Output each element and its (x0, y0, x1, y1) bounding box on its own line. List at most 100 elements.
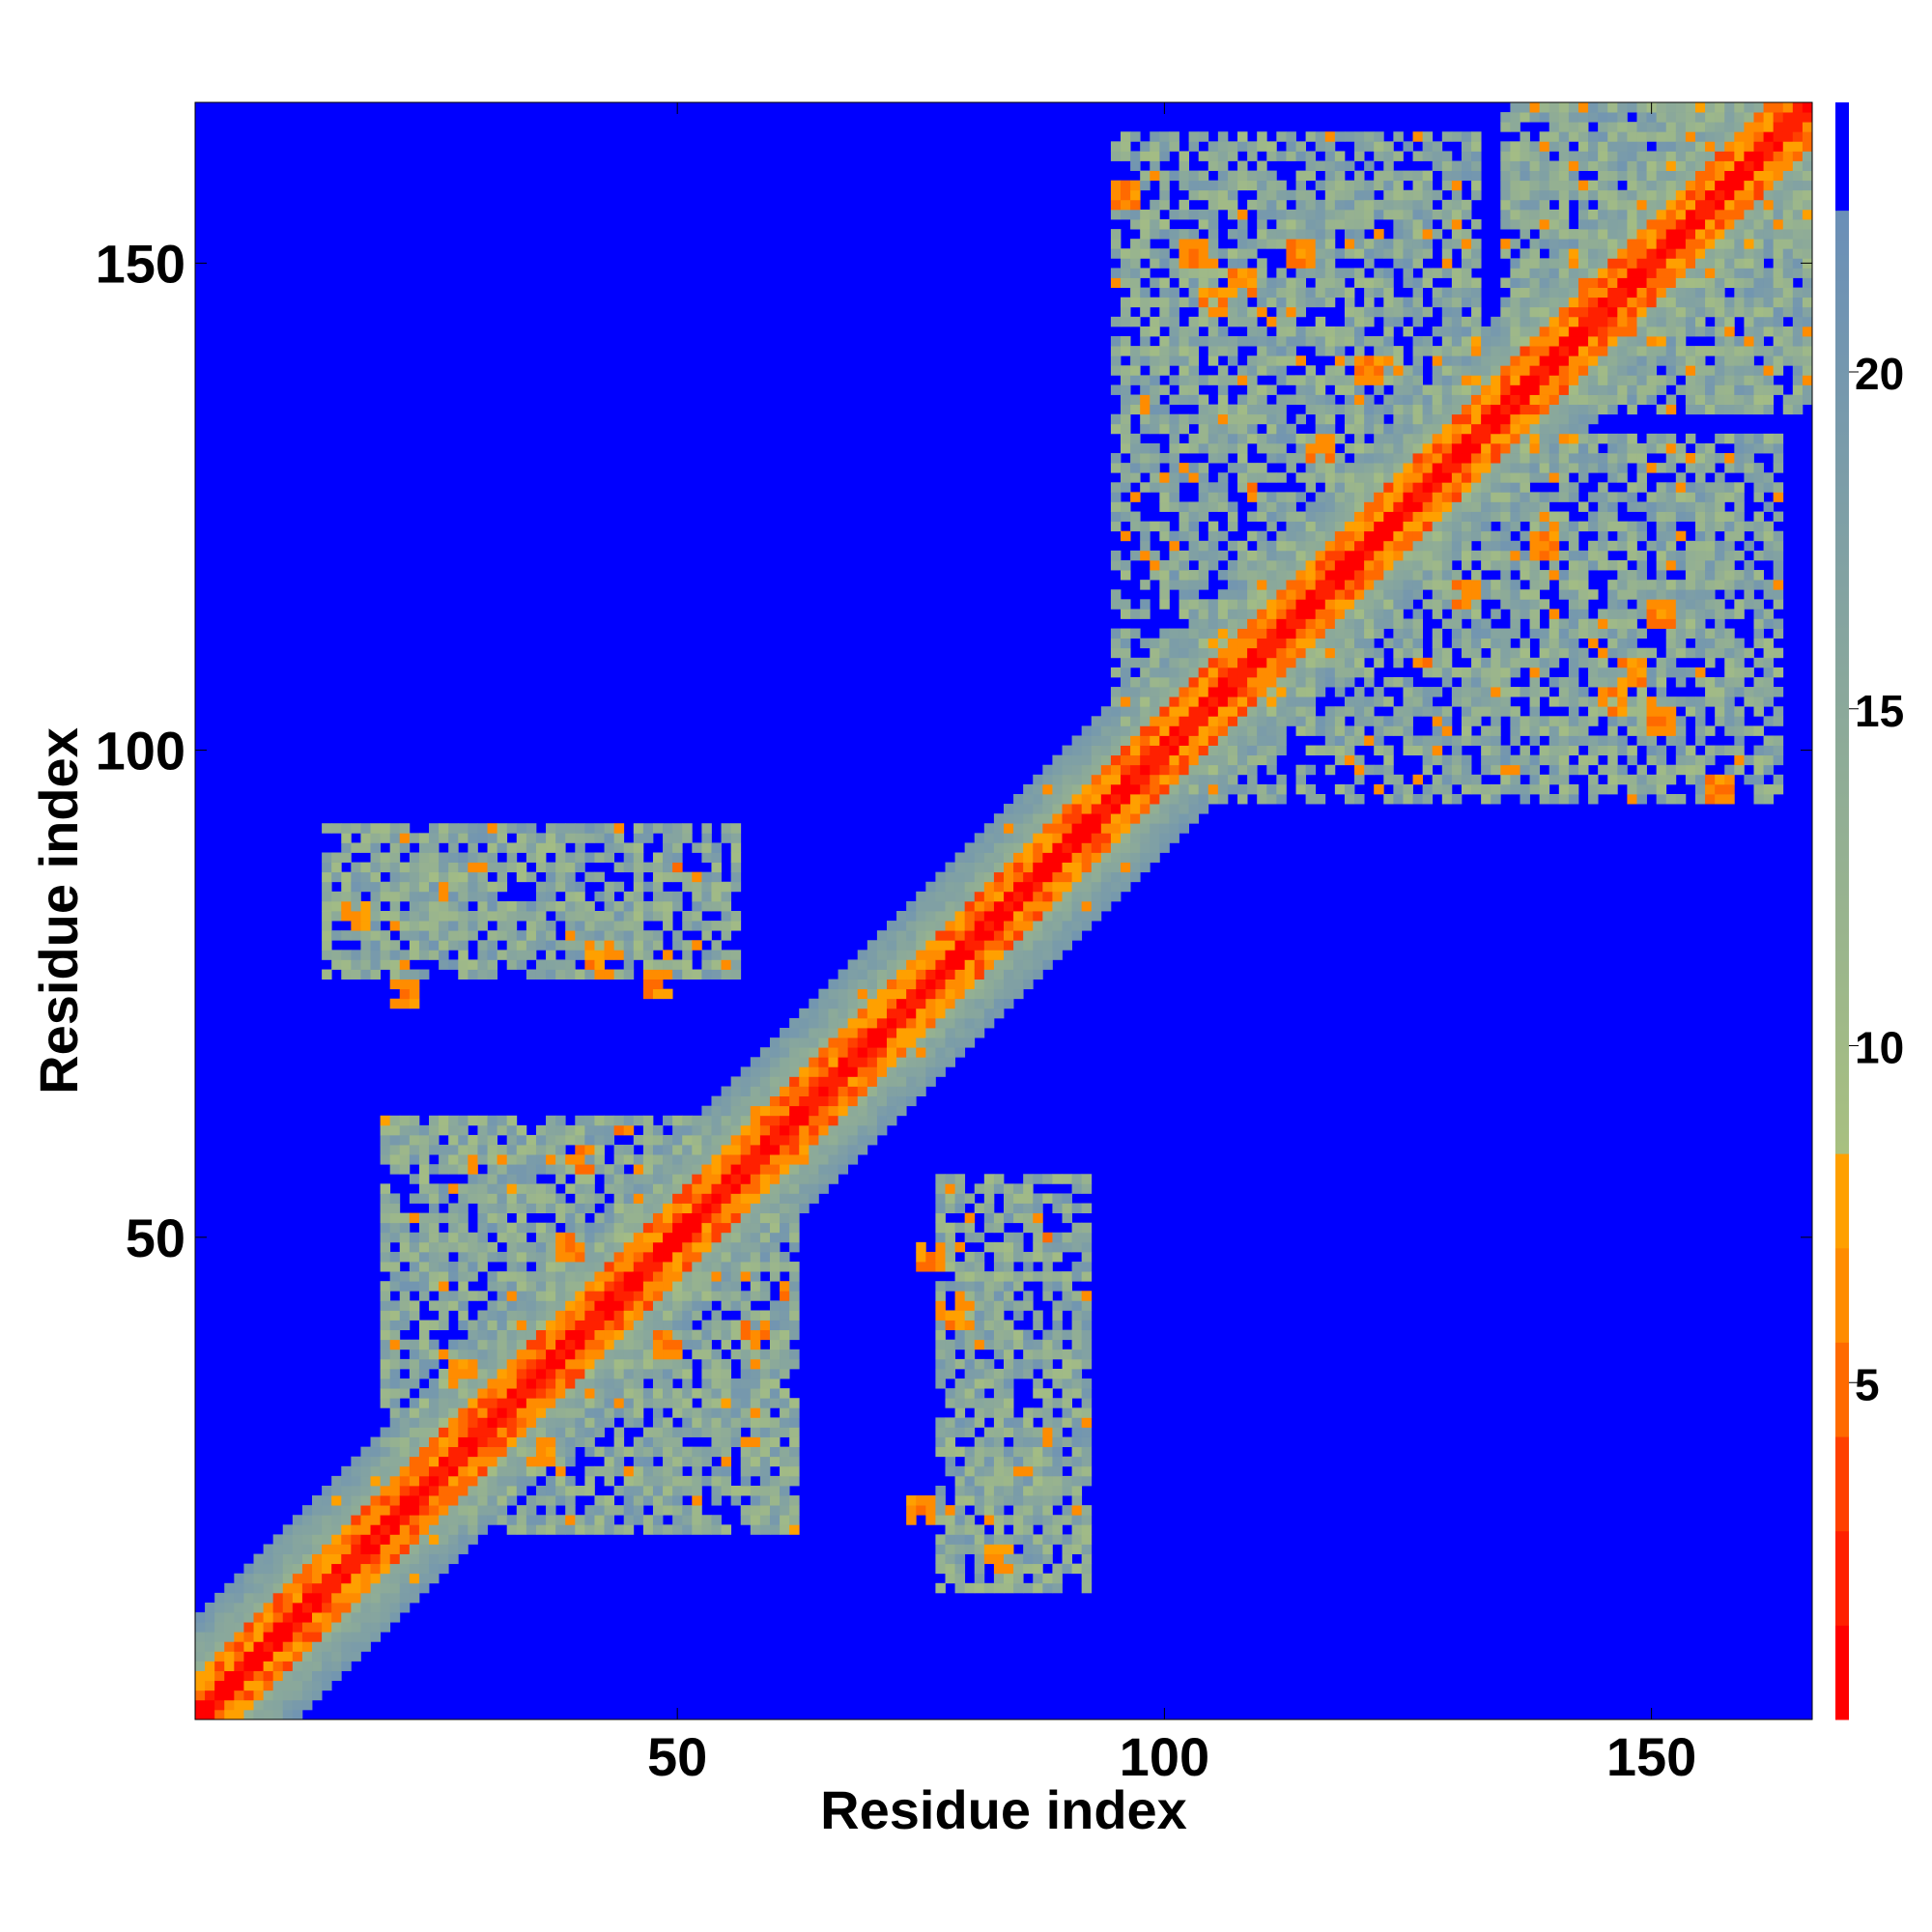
heatmap-cell (1062, 1553, 1072, 1565)
heatmap-cell (351, 1563, 361, 1575)
heatmap-cell (1130, 375, 1141, 385)
heatmap-cell (818, 1076, 829, 1087)
heatmap-cell (468, 1436, 478, 1448)
heatmap-cell (497, 950, 508, 960)
heatmap-cell (292, 1661, 303, 1671)
heatmap-cell (672, 1485, 683, 1496)
heatmap-cell (633, 940, 644, 951)
heatmap-cell (1121, 530, 1131, 542)
heatmap-cell (312, 1661, 323, 1671)
heatmap-cell (341, 871, 352, 883)
heatmap-cell (663, 1320, 673, 1331)
heatmap-cell (565, 871, 576, 883)
heatmap-cell (1013, 979, 1024, 990)
heatmap-cell (780, 1134, 790, 1146)
heatmap-cell (1247, 609, 1258, 619)
heatmap-cell (1266, 589, 1277, 600)
heatmap-cell (380, 1154, 391, 1165)
heatmap-cell (867, 1057, 878, 1067)
heatmap-cell (575, 969, 585, 980)
heatmap-cell (818, 1174, 829, 1184)
heatmap-cell (594, 1164, 605, 1175)
heatmap-cell (399, 1134, 411, 1146)
heatmap-cell (1237, 570, 1248, 581)
heatmap-cell (1062, 1417, 1072, 1428)
heatmap-cell (1150, 754, 1160, 766)
heatmap-cell (954, 959, 966, 970)
heatmap-cell (1208, 413, 1219, 425)
heatmap-cell (1033, 1320, 1043, 1331)
heatmap-cell (1266, 667, 1277, 678)
heatmap-cell (331, 930, 342, 941)
heatmap-cell (1071, 764, 1083, 776)
heatmap-cell (497, 862, 508, 873)
heatmap-cell (1208, 239, 1219, 249)
heatmap-cell (954, 1465, 966, 1477)
heatmap-cell (1013, 1485, 1024, 1496)
heatmap-cell (935, 988, 946, 1000)
heatmap-cell (389, 1222, 401, 1234)
heatmap-cell (633, 833, 644, 843)
heatmap-cell (584, 1427, 595, 1437)
heatmap-cell (1188, 326, 1200, 337)
heatmap-cell (847, 1028, 859, 1038)
heatmap-cell (604, 1505, 615, 1516)
heatmap-cell (974, 1251, 985, 1263)
heatmap-cell (993, 1475, 1005, 1487)
heatmap-cell (506, 1281, 518, 1292)
heatmap-cell (409, 1592, 420, 1604)
heatmap-cell (341, 833, 352, 843)
heatmap-cell (925, 921, 936, 931)
heatmap-cell (1052, 1495, 1063, 1506)
heatmap-cell (1227, 618, 1238, 629)
heatmap-cell (1013, 1310, 1024, 1321)
heatmap-cell (1227, 268, 1238, 278)
heatmap-cell (555, 1115, 566, 1126)
heatmap-cell (945, 998, 955, 1009)
heatmap-cell (652, 1124, 664, 1136)
heatmap-cell (672, 969, 683, 980)
heatmap-cell (584, 1124, 595, 1136)
heatmap-cell (740, 1339, 752, 1350)
heatmap-cell (1286, 530, 1296, 542)
heatmap-cell (263, 1602, 274, 1613)
heatmap-cell (389, 1378, 401, 1389)
heatmap-cell (633, 1115, 644, 1126)
heatmap-cell (418, 1553, 430, 1565)
heatmap-cell (1121, 609, 1131, 619)
heatmap-cell (1227, 463, 1238, 473)
heatmap-cell (1179, 180, 1189, 191)
heatmap-cell (1013, 1241, 1024, 1253)
heatmap-cell (1081, 793, 1093, 805)
heatmap-cell (974, 891, 985, 902)
heatmap-cell (1130, 804, 1141, 814)
heatmap-cell (439, 1271, 449, 1282)
heatmap-cell (906, 998, 917, 1009)
heatmap-cell (974, 1310, 985, 1321)
heatmap-cell (711, 1203, 722, 1214)
heatmap-cell (935, 969, 946, 980)
heatmap-cell (565, 1505, 576, 1516)
heatmap-cell (360, 900, 371, 912)
heatmap-cell (789, 1262, 800, 1272)
heatmap-cell (1062, 1349, 1072, 1360)
heatmap-cell (983, 1203, 995, 1214)
heatmap-cell (1179, 735, 1189, 746)
heatmap-cell (759, 1183, 771, 1194)
heatmap-cell (1169, 131, 1179, 142)
heatmap-cell (642, 1193, 654, 1204)
heatmap-cell (847, 1017, 859, 1029)
heatmap-cell (1052, 1203, 1063, 1214)
heatmap-cell (993, 1417, 1005, 1428)
heatmap-cell (1121, 706, 1131, 717)
heatmap-cell (1217, 326, 1229, 337)
heatmap-cell (1042, 1281, 1053, 1292)
heatmap-cell (1179, 346, 1189, 356)
heatmap-cell (1179, 521, 1189, 532)
heatmap-cell (1100, 842, 1112, 853)
heatmap-cell (526, 1358, 537, 1370)
heatmap-cell (1140, 239, 1151, 249)
heatmap-cell (1208, 453, 1219, 464)
heatmap-cell (964, 1193, 976, 1204)
heatmap-cell (468, 1145, 478, 1155)
